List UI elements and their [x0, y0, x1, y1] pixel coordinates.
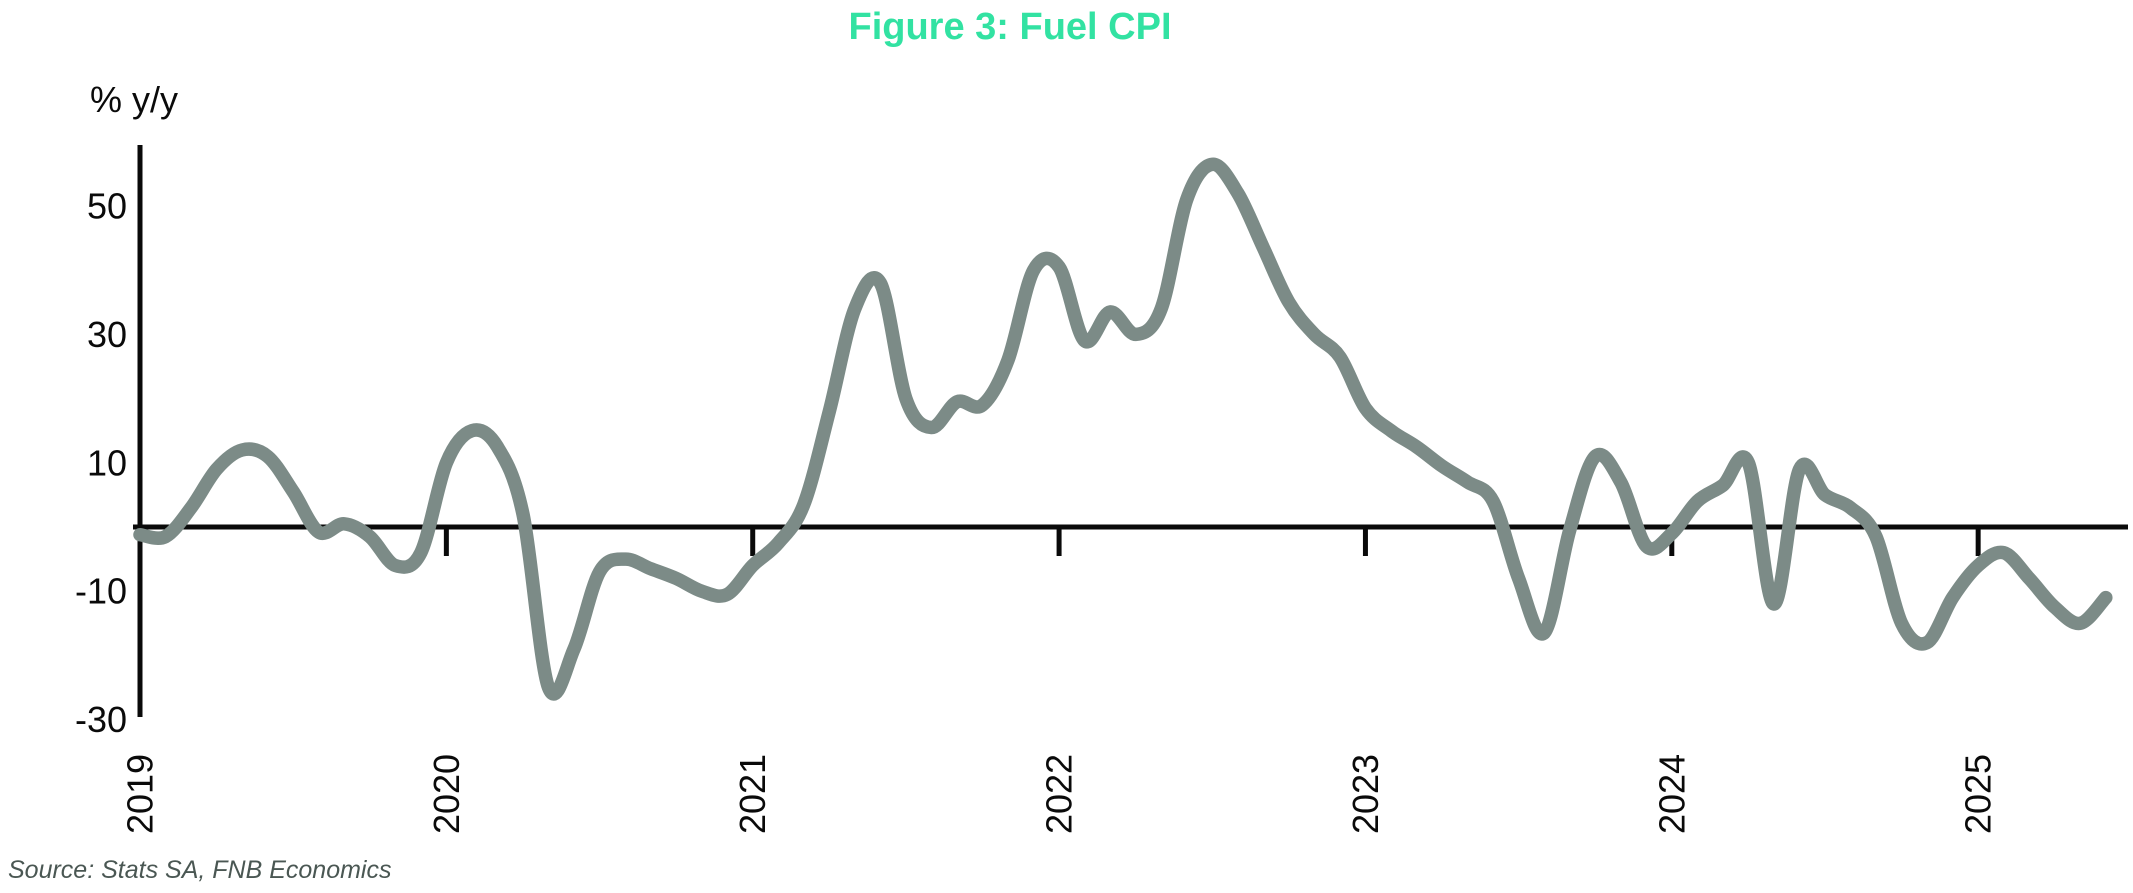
x-year-label: 2023 [1345, 754, 1386, 834]
y-tick-label: -10 [75, 571, 127, 612]
x-year-label: 2020 [426, 754, 467, 834]
y-tick-label: 30 [87, 314, 127, 355]
x-year-label: 2019 [120, 754, 161, 834]
x-year-label: 2025 [1958, 754, 1999, 834]
y-axis-unit-label: % y/y [90, 79, 178, 120]
x-year-label: 2021 [732, 754, 773, 834]
y-tick-label: 50 [87, 186, 127, 227]
y-tick-label: 10 [87, 442, 127, 483]
source-note: Source: Stats SA, FNB Economics [8, 856, 392, 884]
chart-title: Figure 3: Fuel CPI [848, 6, 1172, 48]
x-year-label: 2022 [1039, 754, 1080, 834]
fuel-cpi-line [133, 157, 2113, 701]
y-tick-label: -30 [75, 699, 127, 740]
x-year-label: 2024 [1651, 754, 1692, 834]
